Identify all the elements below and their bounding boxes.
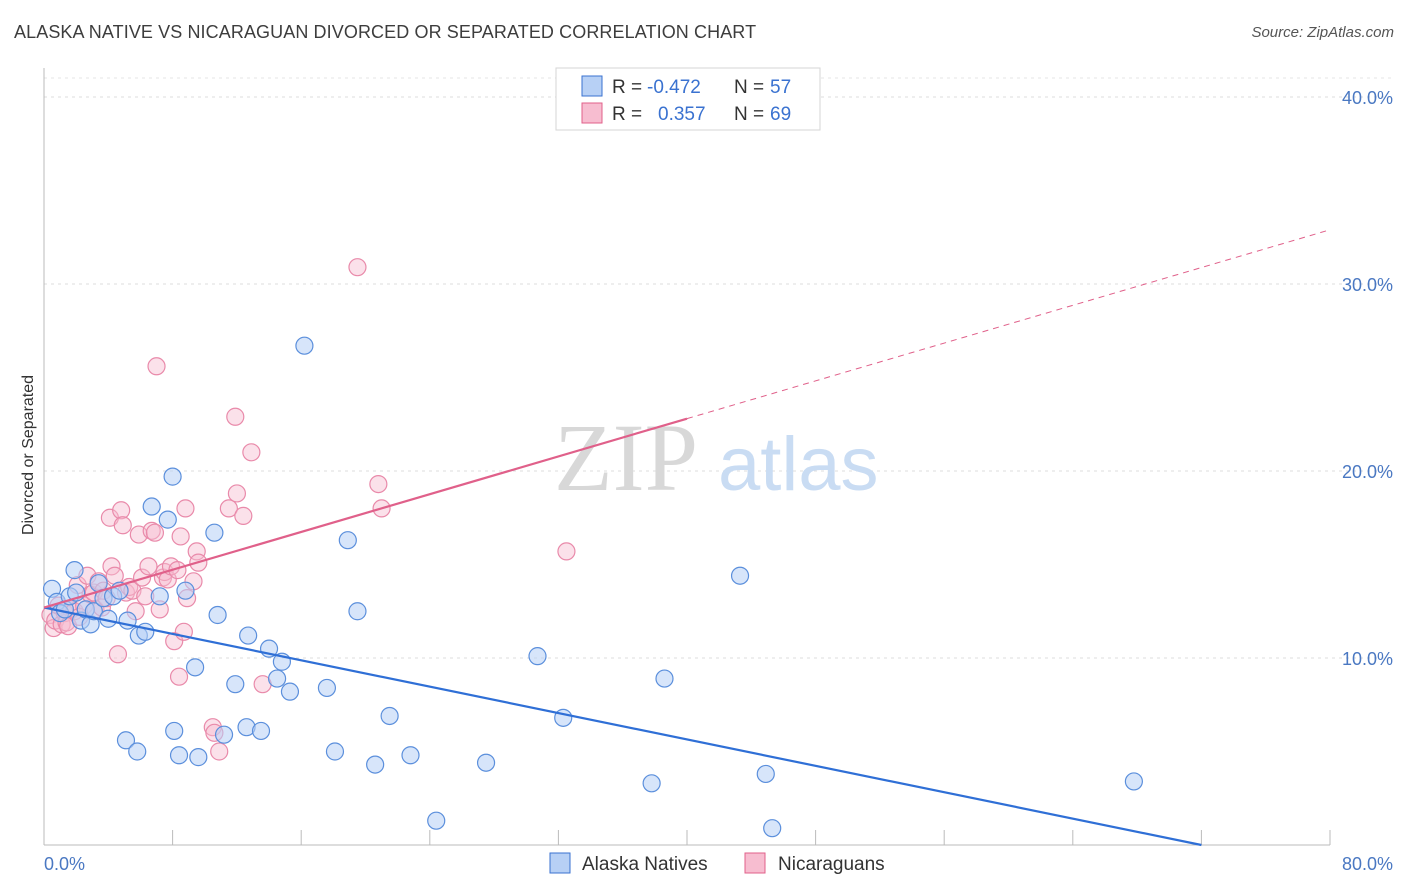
nicaraguans-point <box>113 516 132 535</box>
nicaraguans-point <box>147 357 166 376</box>
nicaraguans-point <box>219 499 238 518</box>
alaska-natives-point <box>136 622 155 641</box>
legend-pink-r-label: R = <box>612 104 642 125</box>
y-tick-label: 10.0% <box>1342 649 1393 669</box>
nicaraguans-point <box>108 645 128 664</box>
y-tick-label: 20.0% <box>1342 462 1393 482</box>
legend-swatch-blue <box>581 75 603 97</box>
legend-blue-r-label: R = <box>612 77 642 98</box>
alaska-natives-point <box>348 602 367 621</box>
nicaraguans-point <box>169 667 189 686</box>
alaska-natives-point <box>214 725 234 744</box>
tick-labels: 10.0% 20.0% 30.0% 40.0% 0.0% 80.0% <box>44 88 1393 874</box>
nicaraguans-point <box>348 258 367 277</box>
alaska-natives-point <box>65 561 84 580</box>
y-tick-label: 40.0% <box>1342 88 1393 108</box>
nicaraguans-trend-line <box>43 417 688 609</box>
axes <box>43 68 1331 846</box>
legend-swatch-pink <box>581 102 603 124</box>
trend-lines <box>43 229 1331 847</box>
alaska-natives-point <box>226 675 245 694</box>
series-legend: Alaska Natives Nicaraguans <box>549 852 885 875</box>
alaska-natives-point <box>169 746 189 765</box>
alaska-natives-point <box>239 626 258 645</box>
series-legend-nicaraguans: Nicaraguans <box>778 854 885 875</box>
nicaraguans-trend-extension <box>686 229 1331 420</box>
legend-blue-n-label: N = <box>734 77 764 98</box>
alaska-natives-point <box>655 669 674 688</box>
nicaraguans-point <box>227 484 246 503</box>
alaska-natives-point <box>642 774 661 793</box>
legend-blue-n-value: 57 <box>770 77 791 98</box>
alaska-natives-point <box>205 523 224 542</box>
watermark-atlas: atlas <box>718 422 879 507</box>
nicaraguans-point <box>210 742 229 761</box>
alaska-natives-points <box>42 336 1143 838</box>
legend-pink-r-value: 0.357 <box>658 104 706 125</box>
alaska-natives-point <box>325 742 345 761</box>
alaska-natives-point <box>528 647 547 666</box>
legend-blue-r-value: -0.472 <box>647 77 701 98</box>
nicaraguans-point <box>242 443 261 462</box>
alaska-natives-point <box>267 669 287 688</box>
alaska-natives-point <box>186 658 205 677</box>
alaska-natives-point <box>150 587 169 606</box>
legend-pink-n-label: N = <box>734 104 764 125</box>
alaska-natives-trend-line <box>43 606 1202 847</box>
alaska-natives-point <box>251 721 271 741</box>
nicaraguans-point <box>557 542 576 561</box>
x-tick-label: 0.0% <box>44 854 85 874</box>
alaska-natives-point <box>427 811 446 830</box>
alaska-natives-point <box>756 764 775 784</box>
alaska-natives-point <box>401 746 420 765</box>
series-legend-swatch-pink <box>744 852 766 874</box>
x-tick-label: 80.0% <box>1342 854 1393 874</box>
alaska-natives-point <box>116 731 136 750</box>
nicaraguans-point <box>165 632 184 651</box>
nicaraguans-point <box>171 527 190 546</box>
nicaraguans-point <box>145 523 165 542</box>
alaska-natives-point <box>317 678 337 698</box>
nicaraguans-point <box>369 474 388 494</box>
nicaraguans-point <box>112 501 131 520</box>
source-credit: Source: ZipAtlas.com <box>1251 24 1394 41</box>
nicaraguans-point <box>234 506 253 525</box>
alaska-natives-point <box>730 566 750 585</box>
alaska-natives-point <box>189 748 208 767</box>
watermark: ZIP atlas <box>554 404 879 511</box>
alaska-natives-point <box>1124 772 1143 791</box>
nicaraguans-points <box>41 258 576 761</box>
alaska-natives-point <box>176 581 195 600</box>
alaska-natives-point <box>142 497 161 516</box>
y-axis-label: Divorced or Separated <box>20 375 37 535</box>
alaska-natives-point <box>295 336 314 355</box>
alaska-natives-point <box>208 605 227 625</box>
alaska-natives-point <box>128 742 147 761</box>
grid-lines <box>44 77 1392 659</box>
chart-title: ALASKA NATIVE VS NICARAGUAN DIVORCED OR … <box>14 22 757 42</box>
alaska-natives-point <box>84 602 103 621</box>
alaska-natives-point <box>280 682 300 701</box>
alaska-natives-point <box>476 753 496 772</box>
series-legend-alaska-natives: Alaska Natives <box>582 854 708 875</box>
nicaraguans-point <box>226 407 245 426</box>
nicaraguans-point <box>139 557 158 576</box>
y-tick-label: 30.0% <box>1342 275 1393 295</box>
legend-pink-n-value: 69 <box>770 104 791 125</box>
nicaraguans-point <box>187 542 206 561</box>
nicaraguans-point <box>176 499 195 518</box>
alaska-natives-point <box>158 510 177 529</box>
stats-legend: R = -0.472 N = 57 R = 0.357 N = 69 <box>555 67 821 131</box>
alaska-natives-point <box>338 531 357 550</box>
series-legend-swatch-blue <box>549 852 571 874</box>
alaska-natives-point <box>366 755 385 774</box>
alaska-natives-point <box>165 721 184 741</box>
alaska-natives-point <box>763 819 782 838</box>
nicaraguans-point <box>142 521 161 540</box>
alaska-natives-point <box>163 467 182 486</box>
watermark-zip: ZIP <box>554 404 698 511</box>
alaska-natives-point <box>380 706 399 726</box>
